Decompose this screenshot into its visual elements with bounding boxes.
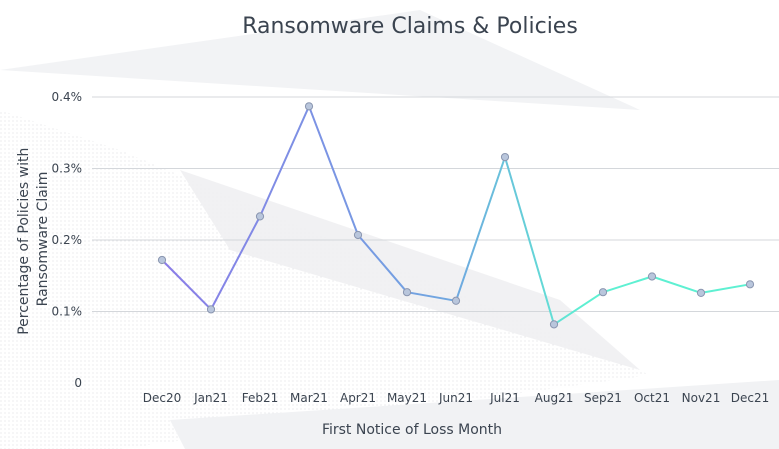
data-point <box>402 288 412 297</box>
data-point <box>500 152 510 162</box>
y-tick-label: 0.1% <box>52 305 83 319</box>
x-tick-label: Nov21 <box>682 391 721 405</box>
x-tick-label: Jan21 <box>193 391 228 405</box>
y-tick-label: 0 <box>74 376 82 390</box>
y-axis-label-line-1: Percentage of Policies with <box>16 148 32 335</box>
x-tick-label: Jun21 <box>438 391 473 405</box>
x-tick-label: Feb21 <box>242 391 279 405</box>
x-tick-label: Dec20 <box>143 391 182 405</box>
data-point <box>304 102 314 111</box>
data-point <box>451 296 461 305</box>
x-axis-ticks: Dec20 Jan21 Feb21 Mar21 Apr21 May21 Jun21 Jul21… <box>143 391 770 405</box>
x-tick-label: Aug21 <box>535 391 574 405</box>
x-tick-label: Dec21 <box>731 391 770 405</box>
data-point <box>157 255 167 265</box>
x-tick-label: Sep21 <box>584 391 622 405</box>
background-decoration <box>0 10 779 449</box>
data-point <box>745 280 755 289</box>
x-axis-label: First Notice of Loss Month <box>322 422 502 438</box>
y-tick-label: 0.4% <box>52 90 83 104</box>
x-tick-label: Oct21 <box>634 391 670 405</box>
x-tick-label: Mar21 <box>290 391 328 405</box>
y-tick-label: 0.3% <box>52 162 83 176</box>
data-point <box>255 212 265 221</box>
data-points <box>157 102 755 329</box>
data-point <box>353 230 363 240</box>
data-point <box>696 288 706 298</box>
data-point <box>647 272 657 281</box>
data-point <box>598 288 608 297</box>
y-tick-label: 0.2% <box>52 233 83 247</box>
y-axis-label-line-2: Ransomware Claim <box>35 172 51 307</box>
y-axis-label: Percentage of Policies with Ransomware C… <box>16 143 51 335</box>
x-tick-label: May21 <box>387 391 427 405</box>
y-axis-ticks: 0 0.1% 0.2% 0.3% 0.4% <box>52 90 83 390</box>
data-point <box>549 320 559 329</box>
chart-title: Ransomware Claims & Policies <box>242 14 578 39</box>
data-point <box>206 305 216 314</box>
x-tick-label: Apr21 <box>340 391 376 405</box>
grid-lines <box>92 96 779 312</box>
x-tick-label: Jul21 <box>489 391 520 405</box>
